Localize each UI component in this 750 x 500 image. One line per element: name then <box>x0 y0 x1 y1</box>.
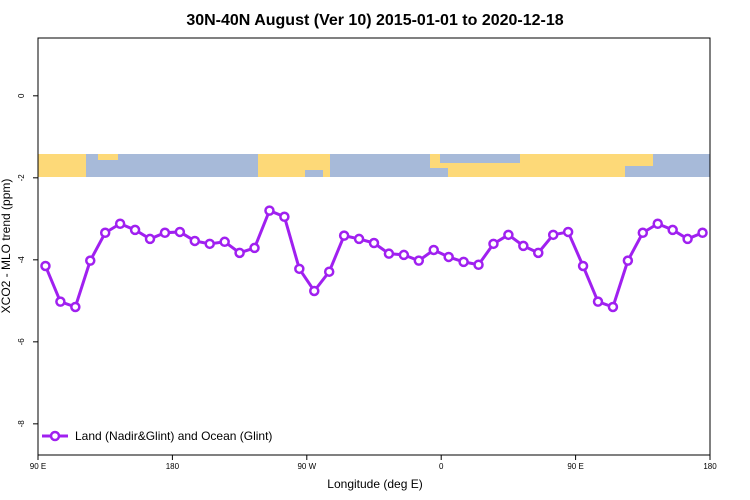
y-tick-label: -2 <box>17 174 26 182</box>
data-point <box>473 259 484 270</box>
y-axis-label: XCO2 - MLO trend (ppm) <box>0 179 13 314</box>
chart-title: 30N-40N August (Ver 10) 2015-01-01 to 20… <box>186 12 563 29</box>
legend-marker <box>49 430 61 442</box>
series-line <box>44 208 704 309</box>
data-point <box>294 263 305 275</box>
data-point <box>413 255 425 266</box>
data-point <box>368 237 380 249</box>
data-point <box>323 266 335 277</box>
data-point <box>129 224 141 236</box>
data-point <box>592 296 604 307</box>
x-axis-label: Longitude (deg E) <box>327 477 422 491</box>
x-tick-label: 90 W <box>297 462 316 471</box>
y-tick-label: 0 <box>17 93 26 98</box>
data-point <box>234 247 245 259</box>
data-point <box>458 256 469 268</box>
data-point <box>55 296 66 307</box>
data-point <box>249 242 260 254</box>
data-point <box>279 211 290 223</box>
x-tick-label: 0 <box>439 462 444 471</box>
x-tick-label: 90 E <box>30 462 46 471</box>
data-point <box>99 227 111 239</box>
x-tick-label: 180 <box>703 462 717 471</box>
data-point <box>85 255 96 266</box>
data-point <box>40 260 51 272</box>
y-tick-label: -6 <box>17 338 26 346</box>
data-point <box>652 218 663 229</box>
data-point <box>443 251 454 263</box>
data-point <box>353 233 365 245</box>
data-point <box>219 236 230 248</box>
data-point <box>562 226 574 238</box>
data-point <box>204 238 215 250</box>
x-tick-label: 90 E <box>567 462 583 471</box>
data-point <box>533 247 544 259</box>
map-strip <box>38 154 710 177</box>
data-point <box>174 226 186 238</box>
y-tick-label: -4 <box>17 256 26 264</box>
data-point <box>383 248 395 259</box>
data-point <box>547 229 559 241</box>
x-tick-label: 180 <box>166 462 180 471</box>
data-point <box>309 285 320 297</box>
data-point <box>114 218 126 229</box>
plot-frame <box>37 37 711 456</box>
data-point <box>338 230 350 241</box>
y-tick-label: -8 <box>17 420 26 428</box>
data-point <box>518 240 529 252</box>
data-point <box>637 227 649 239</box>
data-point <box>682 233 693 245</box>
data-point <box>622 255 634 266</box>
data-point <box>144 233 156 245</box>
data-point <box>398 249 410 261</box>
data-point <box>577 260 589 272</box>
data-point <box>697 227 708 239</box>
data-point <box>503 229 514 241</box>
data-point <box>159 227 171 239</box>
data-point <box>189 235 201 247</box>
data-point <box>667 224 678 236</box>
data-point <box>488 238 499 250</box>
data-point <box>264 205 275 216</box>
data-point <box>70 301 81 313</box>
data-point <box>428 244 439 256</box>
data-point <box>607 301 619 313</box>
legend-label: Land (Nadir&Glint) and Ocean (Glint) <box>75 429 272 443</box>
